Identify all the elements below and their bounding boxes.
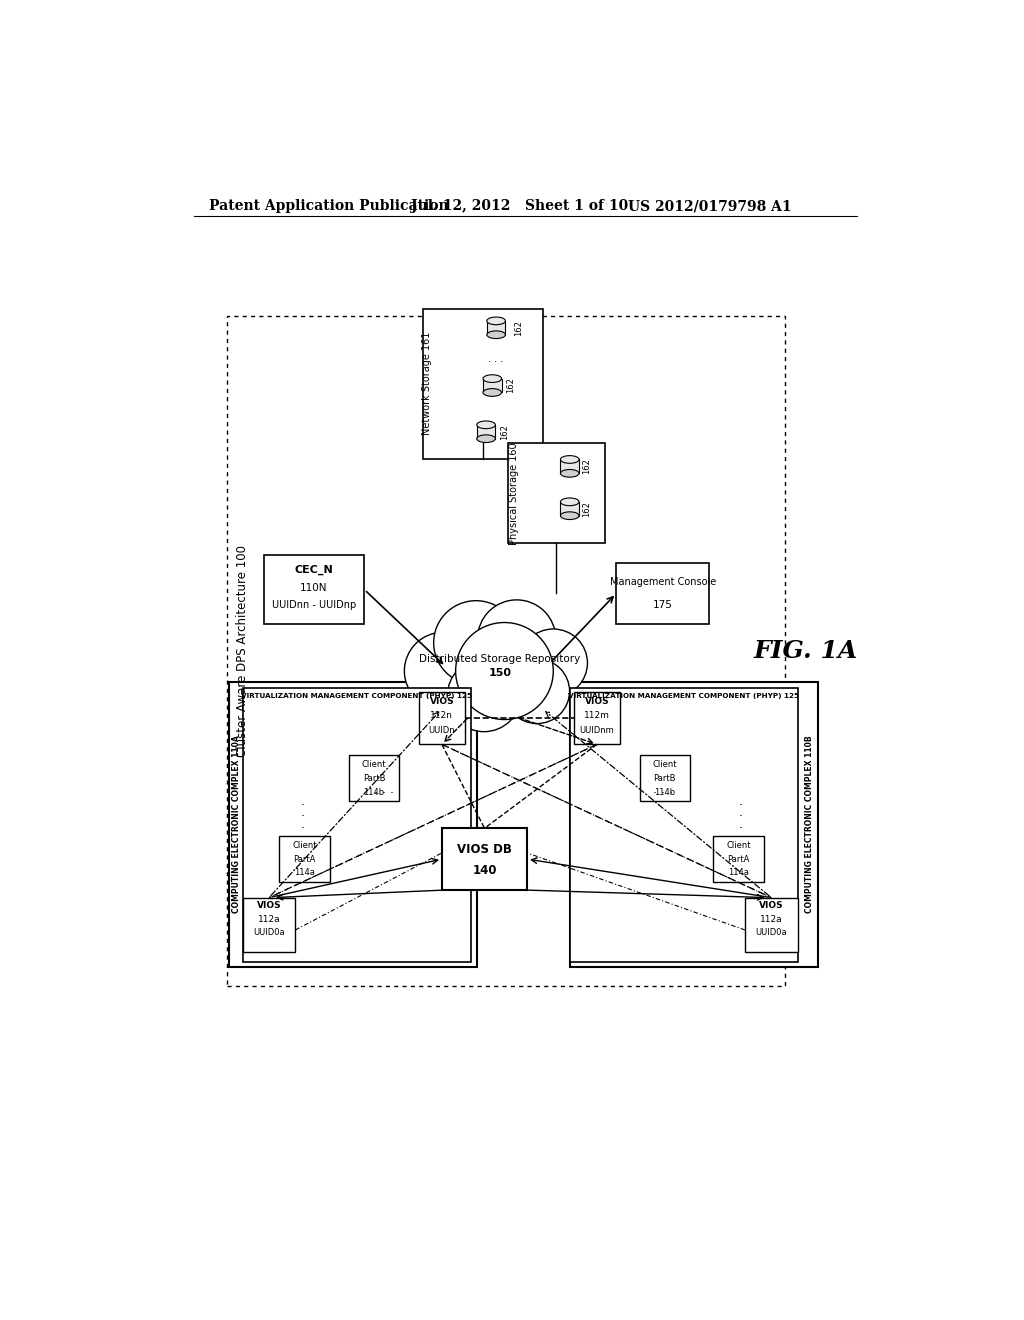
Bar	[228, 682, 477, 966]
Bar	[263, 554, 365, 624]
Ellipse shape	[483, 375, 502, 383]
Text: ·: ·	[300, 822, 304, 834]
Text: PartA: PartA	[727, 854, 750, 863]
Bar	[442, 829, 527, 890]
Text: Patent Application Publication: Patent Application Publication	[209, 199, 449, 213]
Text: 162: 162	[583, 500, 591, 516]
Text: 114b: 114b	[364, 788, 385, 796]
Text: Distributed Storage Repository: Distributed Storage Repository	[420, 653, 581, 664]
Bar	[227, 317, 785, 986]
Text: 162: 162	[514, 319, 523, 335]
Text: US 2012/0179798 A1: US 2012/0179798 A1	[628, 199, 792, 213]
Text: 112a: 112a	[258, 915, 281, 924]
Text: 114a: 114a	[728, 869, 749, 878]
Text: 114a: 114a	[294, 869, 314, 878]
Circle shape	[477, 599, 556, 677]
Text: UUIDnn - UUIDnp: UUIDnn - UUIDnp	[272, 601, 356, 610]
Bar	[573, 692, 621, 744]
Text: Jul. 12, 2012   Sheet 1 of 10: Jul. 12, 2012 Sheet 1 of 10	[411, 199, 628, 213]
Text: Client: Client	[292, 841, 316, 850]
Bar	[349, 755, 399, 801]
Text: COMPUTING ELECTRONIC COMPLEX 110B: COMPUTING ELECTRONIC COMPLEX 110B	[806, 735, 814, 913]
Bar	[713, 836, 764, 882]
Text: Client: Client	[361, 760, 386, 768]
Ellipse shape	[560, 512, 579, 520]
Text: VIOS DB: VIOS DB	[457, 843, 512, 857]
Text: ·: ·	[738, 799, 742, 812]
Ellipse shape	[477, 434, 496, 442]
Text: ·: ·	[300, 799, 304, 812]
Text: 162: 162	[583, 458, 591, 474]
Bar	[483, 379, 502, 392]
Bar	[569, 682, 818, 966]
Text: Client: Client	[726, 841, 751, 850]
Bar	[560, 502, 579, 516]
Text: VIOS: VIOS	[257, 900, 282, 909]
Text: UUIDn: UUIDn	[429, 726, 456, 735]
Text: Physical Storage 160: Physical Storage 160	[509, 442, 519, 545]
Circle shape	[505, 659, 569, 723]
Ellipse shape	[486, 331, 506, 339]
Bar	[243, 688, 471, 961]
Text: 150: 150	[488, 668, 512, 677]
Text: PartB: PartB	[653, 774, 676, 783]
Text: 175: 175	[653, 601, 673, 610]
Text: 162: 162	[500, 424, 509, 440]
Bar	[744, 898, 798, 952]
Text: 112m: 112m	[584, 710, 610, 719]
Ellipse shape	[486, 317, 506, 325]
Text: VIRTUALIZATION MANAGEMENT COMPONENT (PHYP) 125: VIRTUALIZATION MANAGEMENT COMPONENT (PHY…	[242, 693, 472, 698]
Ellipse shape	[560, 455, 579, 463]
Text: Network Storage 161: Network Storage 161	[422, 331, 432, 436]
Text: FIG. 1A: FIG. 1A	[754, 639, 858, 663]
Text: COMPUTING ELECTRONIC COMPLEX 110A: COMPUTING ELECTRONIC COMPLEX 110A	[232, 735, 241, 913]
Text: UUIDnm: UUIDnm	[580, 726, 614, 735]
Text: · · ·: · · ·	[488, 358, 504, 367]
Bar	[280, 836, 330, 882]
Text: 110N: 110N	[300, 583, 328, 593]
Text: UUID0a: UUID0a	[756, 928, 787, 937]
Bar	[419, 692, 465, 744]
Text: ·: ·	[300, 810, 304, 824]
Text: VIRTUALIZATION MANAGEMENT COMPONENT (PHYP) 125: VIRTUALIZATION MANAGEMENT COMPONENT (PHY…	[568, 693, 800, 698]
Text: Management Console: Management Console	[609, 577, 716, 587]
Ellipse shape	[560, 498, 579, 506]
Text: Client: Client	[652, 760, 677, 768]
Bar	[640, 755, 690, 801]
Bar	[569, 688, 799, 961]
Text: 140: 140	[472, 865, 497, 878]
Text: 112a: 112a	[760, 915, 782, 924]
Text: 162: 162	[506, 378, 515, 393]
Bar	[423, 309, 543, 459]
Bar	[477, 425, 496, 438]
Circle shape	[447, 659, 521, 731]
Text: PartA: PartA	[293, 854, 315, 863]
Circle shape	[456, 623, 553, 719]
Circle shape	[433, 601, 518, 685]
Text: · · ·: · · ·	[652, 787, 673, 800]
Text: UUID0a: UUID0a	[253, 928, 285, 937]
Bar	[243, 898, 295, 952]
Circle shape	[519, 630, 588, 697]
Text: Cluster Aware DPS Architecture 100: Cluster Aware DPS Architecture 100	[237, 545, 249, 758]
Text: VIOS: VIOS	[759, 900, 783, 909]
Text: ·: ·	[738, 810, 742, 824]
Text: ·: ·	[738, 822, 742, 834]
Bar	[508, 444, 604, 544]
Bar	[486, 321, 506, 335]
Text: 112n: 112n	[430, 710, 454, 719]
Text: VIOS: VIOS	[429, 697, 455, 706]
Ellipse shape	[483, 388, 502, 396]
Ellipse shape	[560, 470, 579, 478]
Ellipse shape	[477, 421, 496, 429]
Text: PartB: PartB	[362, 774, 385, 783]
Bar	[616, 562, 710, 624]
Bar	[560, 459, 579, 474]
Text: · · ·: · · ·	[374, 787, 394, 800]
Text: CEC_N: CEC_N	[295, 565, 334, 576]
Text: VIOS: VIOS	[585, 697, 609, 706]
Text: 114b: 114b	[654, 788, 675, 796]
Circle shape	[404, 632, 482, 710]
